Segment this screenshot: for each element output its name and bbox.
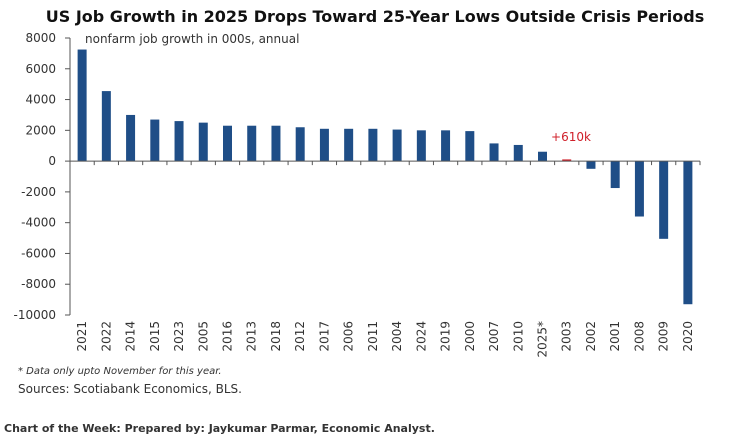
bar bbox=[77, 49, 87, 162]
x-tick-label: 2000 bbox=[463, 321, 477, 352]
bar bbox=[150, 119, 160, 162]
x-tick-label: 2024 bbox=[414, 321, 428, 352]
bar bbox=[368, 128, 378, 162]
x-tick-label: 2005 bbox=[196, 321, 210, 352]
x-tick-label: 2012 bbox=[293, 321, 307, 352]
bar bbox=[295, 127, 305, 162]
x-tick-label: 2015 bbox=[148, 321, 162, 352]
y-tick-label: 8000 bbox=[25, 31, 56, 45]
x-tick-label: 2004 bbox=[390, 321, 404, 352]
x-tick-label: 2023 bbox=[172, 321, 186, 352]
x-tick-label: 2014 bbox=[124, 321, 138, 352]
x-tick-label: 2001 bbox=[608, 321, 622, 352]
x-tick-label: 2013 bbox=[245, 321, 259, 352]
y-tick-label: 0 bbox=[48, 154, 56, 168]
x-tick-label: 2010 bbox=[511, 321, 525, 352]
bar bbox=[392, 129, 402, 162]
x-tick-label: 2022 bbox=[99, 321, 113, 352]
x-tick-label: 2020 bbox=[681, 321, 695, 352]
bar bbox=[126, 114, 136, 162]
bar bbox=[223, 125, 232, 162]
x-tick-label: 2006 bbox=[342, 321, 356, 352]
x-tick-label: 2017 bbox=[317, 321, 331, 352]
bar bbox=[489, 143, 499, 162]
annotation: +610k bbox=[551, 130, 591, 144]
subtitle: nonfarm job growth in 000s, annual bbox=[85, 32, 299, 46]
bar bbox=[562, 159, 572, 162]
x-tick-label: 2002 bbox=[584, 321, 598, 352]
bar bbox=[174, 121, 184, 162]
x-tick-label: 2003 bbox=[560, 321, 574, 352]
bar bbox=[634, 161, 644, 217]
y-tick-label: -2000 bbox=[21, 185, 56, 199]
y-tick-label: 2000 bbox=[25, 123, 56, 137]
footnote: * Data only upto November for this year. bbox=[18, 366, 222, 377]
bar bbox=[247, 125, 257, 162]
bar bbox=[683, 161, 693, 305]
x-tick-label: 2011 bbox=[366, 321, 380, 352]
y-tick-label: -4000 bbox=[21, 216, 56, 230]
x-tick-label: 2019 bbox=[439, 321, 453, 352]
x-tick-label: 2018 bbox=[269, 321, 283, 352]
y-tick-label: -10000 bbox=[13, 308, 56, 322]
bar bbox=[441, 130, 451, 162]
y-tick-label: -6000 bbox=[21, 246, 56, 260]
bar bbox=[610, 161, 620, 189]
x-tick-label: 2021 bbox=[75, 321, 89, 352]
bar bbox=[659, 161, 669, 239]
credit: Chart of the Week: Prepared by: Jaykumar… bbox=[4, 422, 435, 435]
bar bbox=[465, 131, 475, 162]
bar bbox=[538, 151, 547, 162]
bar bbox=[101, 91, 111, 162]
bar bbox=[513, 144, 523, 162]
x-tick-label: 2016 bbox=[221, 321, 235, 352]
x-tick-label: 2025* bbox=[536, 321, 550, 358]
bar bbox=[344, 128, 354, 162]
x-tick-label: 2008 bbox=[632, 321, 646, 352]
x-tick-label: 2009 bbox=[657, 321, 671, 352]
source: Sources: Scotiabank Economics, BLS. bbox=[18, 382, 242, 396]
bar bbox=[198, 122, 208, 162]
x-tick-label: 2007 bbox=[487, 321, 501, 352]
bar bbox=[319, 128, 329, 162]
y-tick-label: -8000 bbox=[21, 277, 56, 291]
bar bbox=[271, 125, 281, 162]
bar bbox=[586, 161, 596, 169]
y-tick-label: 6000 bbox=[25, 62, 56, 76]
y-tick-label: 4000 bbox=[25, 93, 56, 107]
bar bbox=[416, 130, 426, 162]
chart-title: US Job Growth in 2025 Drops Toward 25-Ye… bbox=[46, 7, 705, 26]
